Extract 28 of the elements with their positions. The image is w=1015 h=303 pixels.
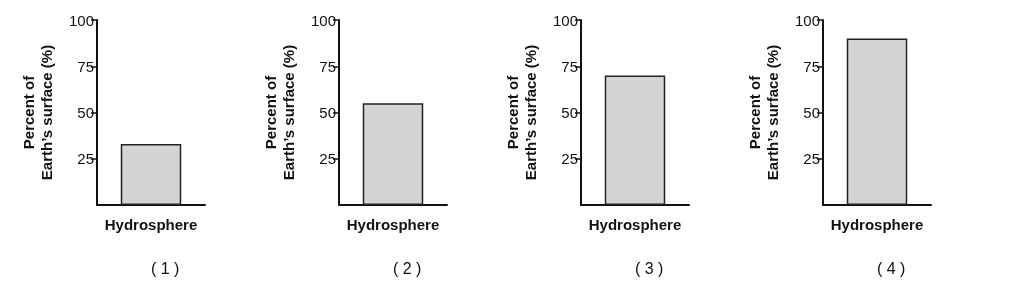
y-tick-label: 25	[77, 150, 94, 168]
x-tick-label: Hydrosphere	[346, 216, 440, 233]
y-tick-label: 100	[310, 11, 336, 29]
y-tick-label: 75	[319, 57, 336, 75]
y-tick-label: 50	[803, 104, 820, 121]
y-axis-title: Percent of Earth’s surface (%)	[503, 44, 539, 181]
y-tick-label: 25	[561, 150, 578, 168]
y-tick-label: 50	[561, 104, 578, 121]
y-tick-label: 75	[561, 57, 578, 75]
text: ( 3 )	[635, 259, 664, 277]
y-tick-label: 50	[77, 104, 94, 121]
x-tick-label: Hydrosphere	[588, 216, 682, 233]
y-axis-title: Percent of Earth’s surface (%)	[261, 44, 297, 181]
text: ( 4 )	[877, 259, 906, 277]
y-tick-label: 100	[552, 11, 578, 29]
y-tick-label: 25	[803, 150, 820, 168]
x-tick-label: Hydrosphere	[104, 216, 198, 233]
y-tick-label: 100	[68, 11, 94, 29]
y-tick-label: 25	[319, 150, 336, 168]
y-tick-label: 75	[77, 57, 94, 75]
x-tick-label: Hydrosphere	[830, 216, 924, 233]
y-axis-title: Percent of Earth’s surface (%)	[745, 44, 781, 181]
y-tick-label: 100	[794, 11, 820, 29]
y-axis-title: Percent of Earth’s surface (%)	[19, 44, 55, 181]
text: ( 2 )	[393, 259, 422, 277]
y-tick-label: 75	[803, 57, 820, 75]
text: ( 1 )	[151, 259, 180, 277]
y-tick-label: 50	[319, 104, 336, 121]
